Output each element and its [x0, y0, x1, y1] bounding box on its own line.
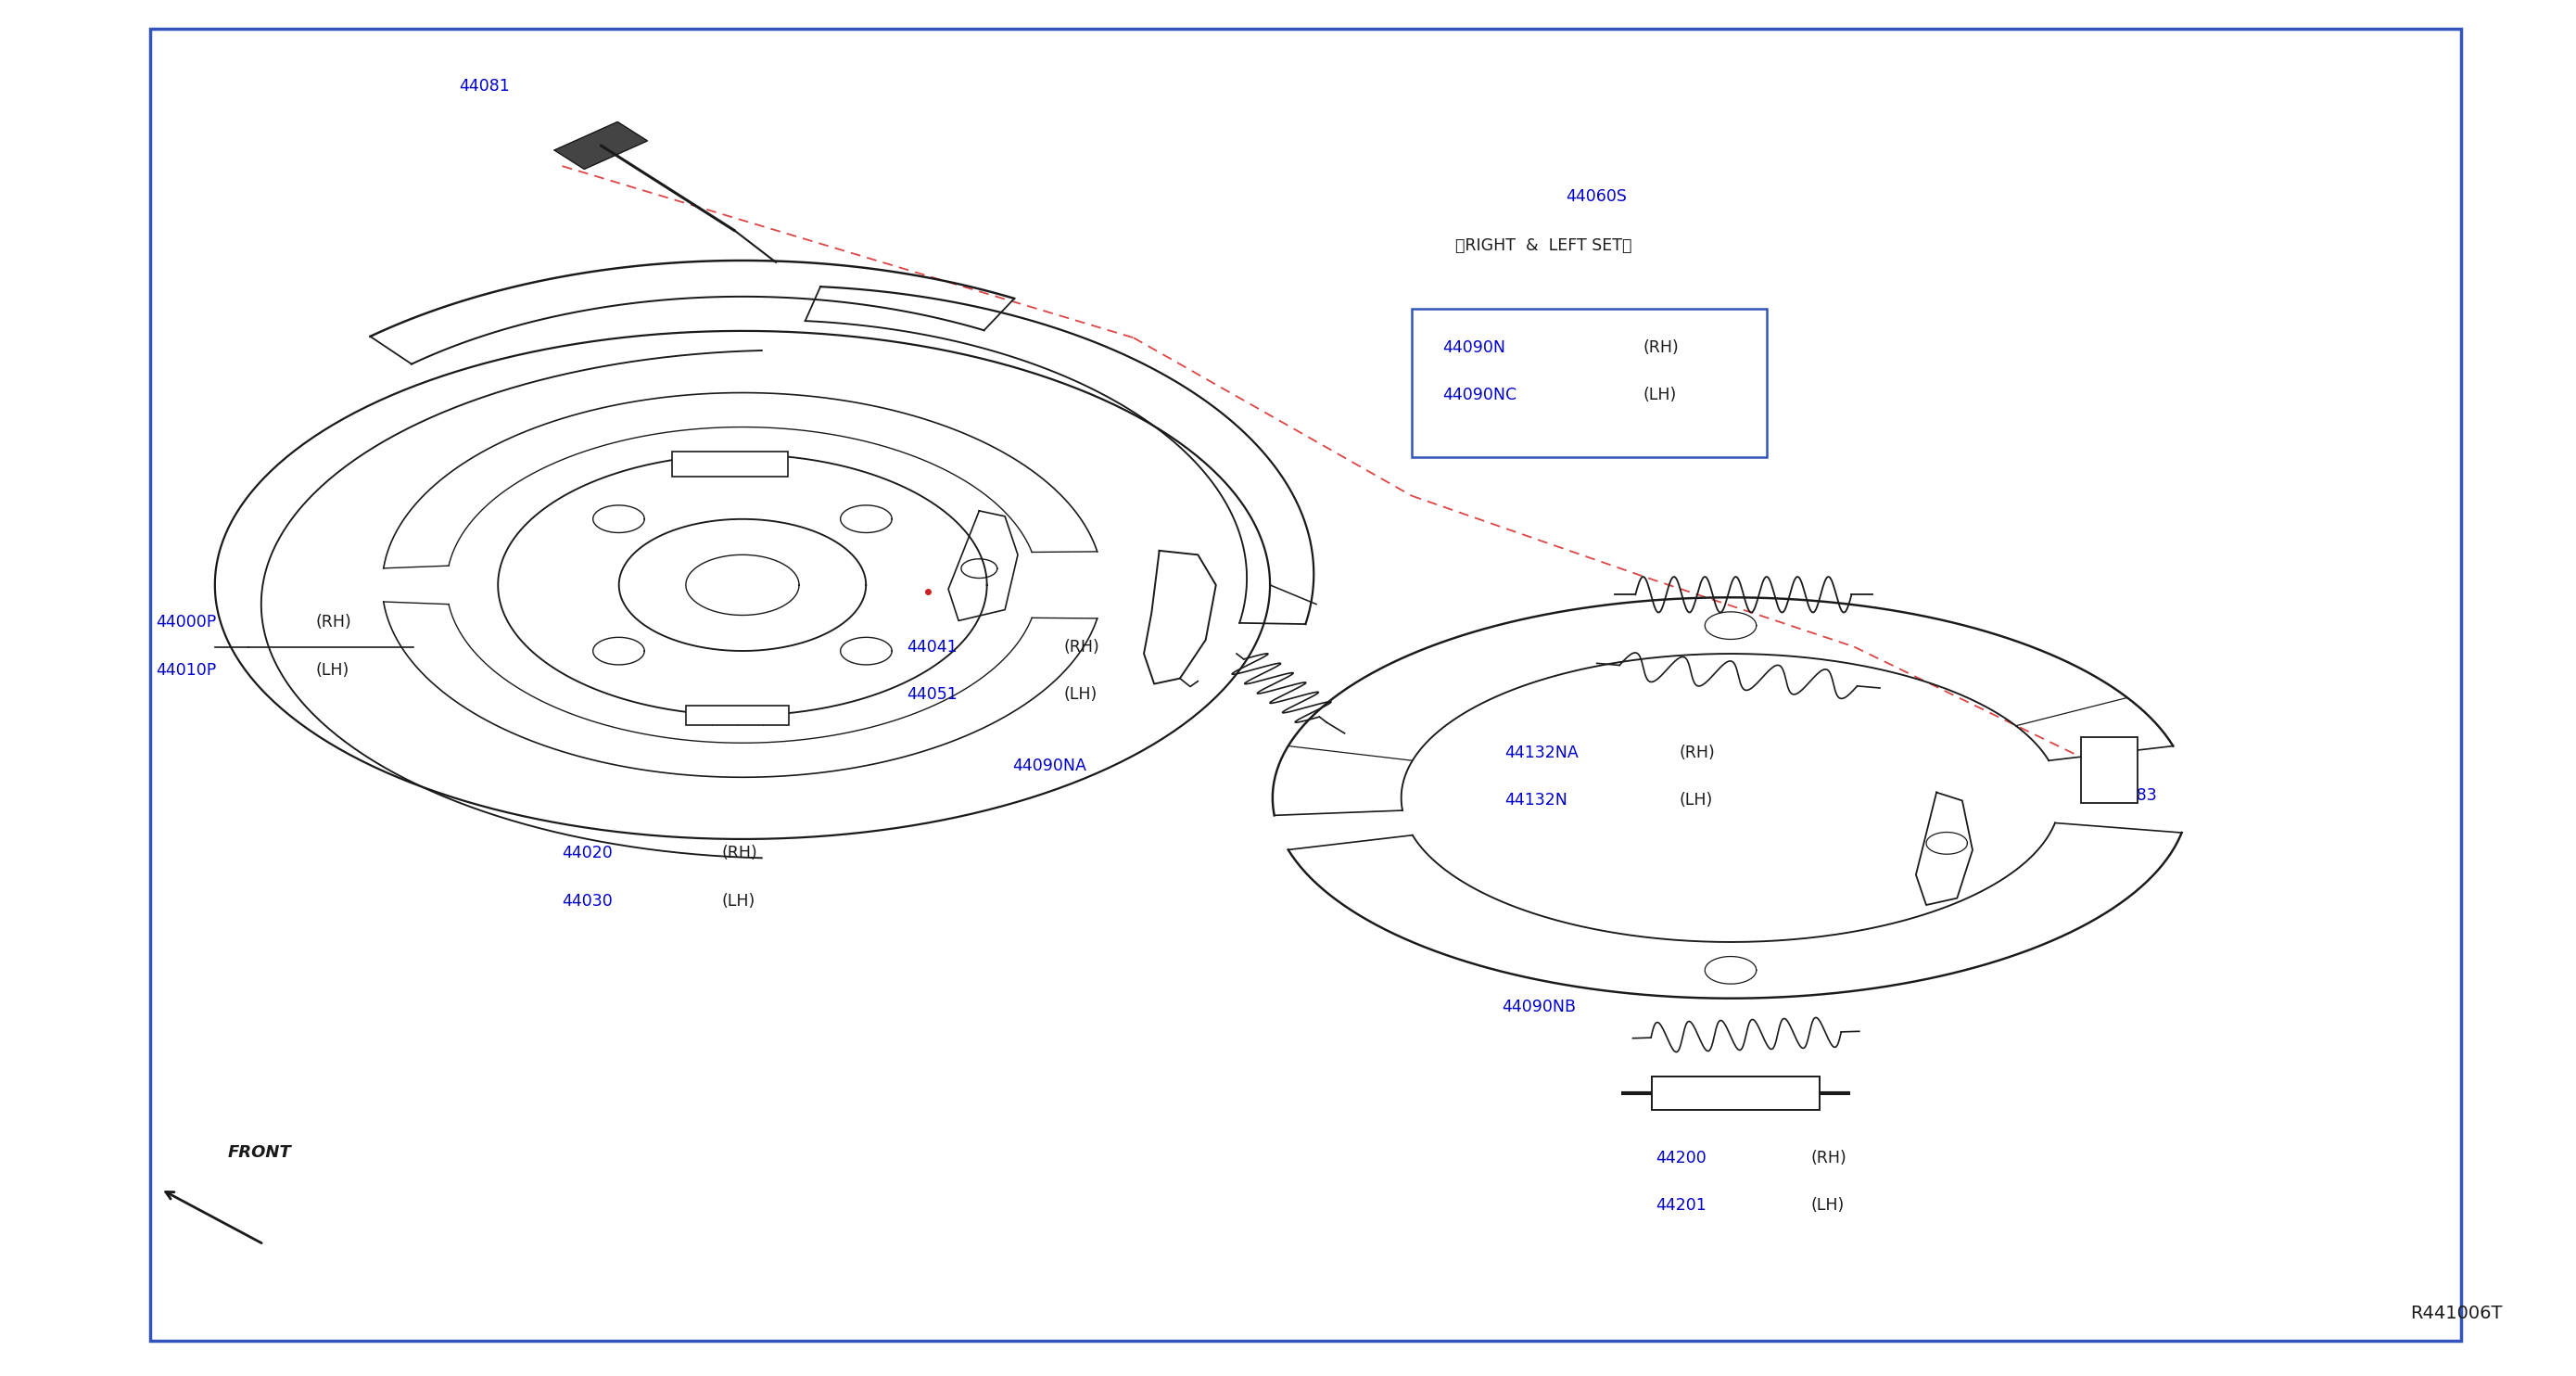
Text: 44090N: 44090N — [1443, 338, 1504, 356]
Text: (RH): (RH) — [1811, 1149, 1847, 1165]
Text: (RH): (RH) — [314, 614, 350, 630]
Bar — [2081, 738, 2138, 804]
Text: 44010P: 44010P — [155, 662, 216, 678]
Text: 44060S: 44060S — [1566, 189, 1628, 205]
Text: (RH): (RH) — [721, 845, 757, 861]
Text: 44020: 44020 — [562, 845, 613, 861]
Text: 44132N: 44132N — [1504, 793, 1566, 809]
Text: (LH): (LH) — [1064, 687, 1097, 703]
Text: 44090NC: 44090NC — [1443, 387, 1517, 403]
Bar — [149, 29, 2463, 1340]
Text: (LH): (LH) — [1680, 793, 1713, 809]
Polygon shape — [554, 122, 647, 169]
Text: 44081: 44081 — [459, 78, 510, 95]
Text: 44090NA: 44090NA — [1012, 758, 1087, 775]
Text: 44030: 44030 — [562, 893, 613, 910]
Text: 44083: 44083 — [2107, 787, 2156, 804]
Bar — [672, 451, 788, 476]
Text: 44132NA: 44132NA — [1504, 744, 1579, 761]
Text: 44090NB: 44090NB — [1502, 999, 1577, 1015]
Text: (LH): (LH) — [314, 662, 348, 678]
Text: (LH): (LH) — [1643, 387, 1677, 403]
Bar — [1412, 310, 1767, 457]
Text: 44200: 44200 — [1656, 1149, 1708, 1165]
Text: 44041: 44041 — [907, 638, 958, 655]
Text: R441006T: R441006T — [2411, 1304, 2504, 1322]
Text: （RIGHT  &  LEFT SET）: （RIGHT & LEFT SET） — [1455, 238, 1631, 255]
Text: FRONT: FRONT — [227, 1143, 291, 1160]
Text: (RH): (RH) — [1680, 744, 1716, 761]
Text: 44000P: 44000P — [155, 614, 216, 630]
Text: 44201: 44201 — [1656, 1197, 1708, 1214]
Text: 44051: 44051 — [907, 687, 958, 703]
Text: (RH): (RH) — [1064, 638, 1100, 655]
Text: (LH): (LH) — [721, 893, 755, 910]
Text: (LH): (LH) — [1811, 1197, 1844, 1214]
Bar — [1651, 1076, 1819, 1109]
Text: (RH): (RH) — [1643, 338, 1680, 356]
Bar — [685, 706, 788, 725]
